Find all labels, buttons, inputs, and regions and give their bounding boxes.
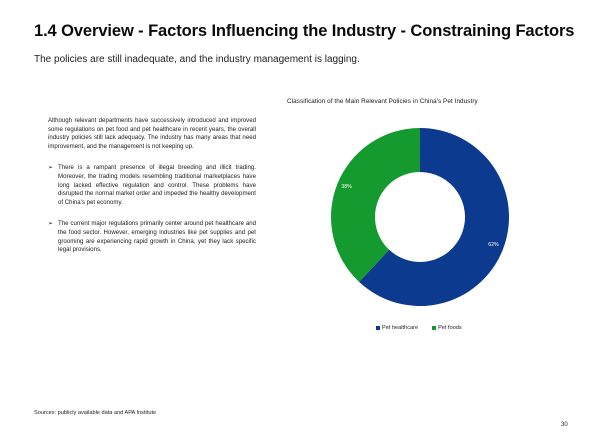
bullet-text: There is a rampant presence of illegal b… [58, 164, 256, 206]
bullet-arrow-icon: ➢ [48, 165, 54, 172]
legend-swatch [376, 326, 380, 330]
legend-item: Pet healthcare [376, 325, 418, 331]
page-number: 30 [561, 422, 568, 428]
sources-note: Sources: publicly available data and APA… [34, 410, 157, 416]
bullet-item: ➢ The current major regulations primaril… [48, 220, 256, 254]
bullet-arrow-icon: ➢ [48, 221, 54, 228]
legend-swatch [432, 326, 437, 330]
slice-data-label: 62% [488, 242, 499, 248]
legend-item: Pet foods [432, 325, 462, 331]
body-text: Although relevant departments have succe… [48, 117, 256, 255]
legend-label: Pet foods [438, 325, 462, 331]
legend-label: Pet healthcare [382, 325, 419, 331]
donut-slice-pet-healthcare [359, 128, 509, 306]
page-subtitle: The policies are still inadequate, and t… [34, 54, 360, 65]
bullet-text: The current major regulations primarily … [58, 220, 256, 254]
donut-slice-pet-foods [331, 128, 420, 282]
page-title: 1.4 Overview - Factors Influencing the I… [34, 22, 575, 40]
intro-paragraph: Although relevant departments have succe… [48, 117, 256, 150]
slice-data-label: 38% [341, 184, 352, 190]
chart-legend: Pet healthcare Pet foods [376, 325, 462, 331]
chart-title: Classification of the Main Relevant Poli… [287, 98, 478, 105]
bullet-item: ➢ There is a rampant presence of illegal… [48, 164, 256, 207]
